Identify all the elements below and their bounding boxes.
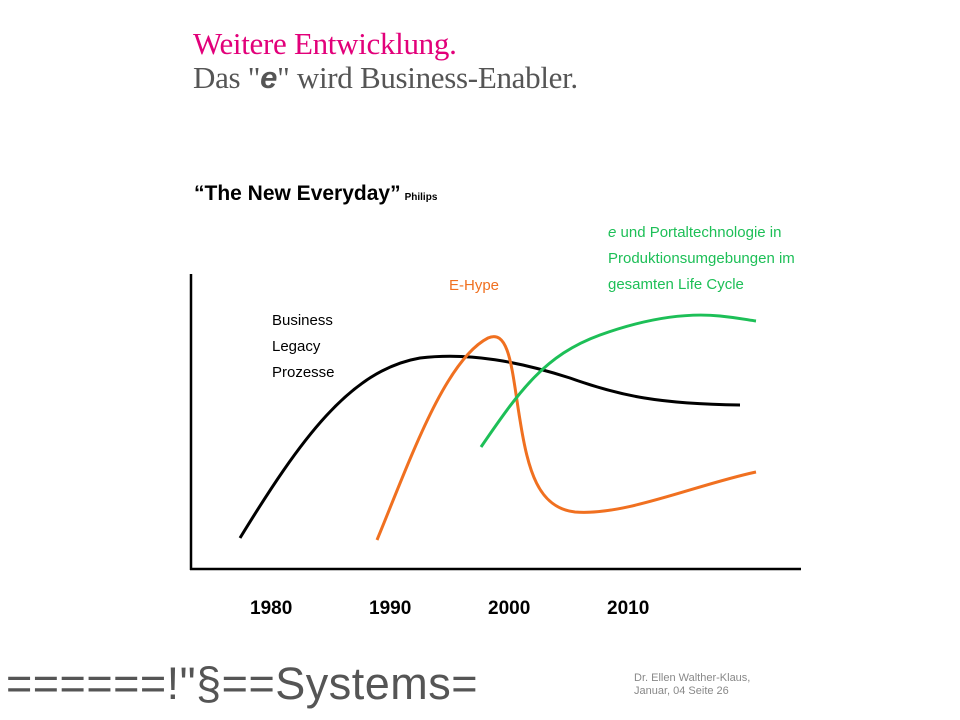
x-tick-label-2000: 2000	[488, 598, 531, 619]
series-label-line: E-Hype	[449, 277, 500, 294]
slide-subtitle: Das "e" wird Business-Enabler.	[193, 60, 578, 96]
footer-info: Dr. Ellen Walther-Klaus, Januar, 04 Seit…	[634, 672, 750, 698]
subtitle-e: e	[260, 60, 278, 95]
quote-heading: “The New Everyday” Philips	[194, 182, 437, 206]
series-label-line: Produktionsumgebungen im	[608, 250, 795, 267]
series-label-e-portaltechnologie: e und Portaltechnologie in Produktionsum…	[608, 220, 795, 298]
series-label-line: Business	[272, 312, 333, 329]
series-label-line: Prozesse	[272, 364, 335, 381]
footer-date-page: Januar, 04 Seite 26	[634, 685, 729, 697]
series-label-e-hype: E-Hype	[449, 273, 499, 299]
series-label-line: gesamten Life Cycle	[608, 276, 744, 293]
footer-author: Dr. Ellen Walther-Klaus,	[634, 672, 751, 684]
subtitle-before: Das "	[193, 60, 261, 95]
company-logo-text: ======!"§==Systems=	[6, 658, 479, 709]
series-label-e: e	[608, 224, 617, 241]
series-line-e-hype	[375, 335, 757, 541]
series-label-business-legacy: Business Legacy Prozesse	[272, 308, 335, 386]
series-line-business-legacy	[238, 354, 741, 539]
series-line-e-portaltechnologie	[479, 313, 757, 448]
quote-text: “The New Everyday”	[194, 182, 401, 205]
series-label-line: Legacy	[272, 338, 321, 355]
quote-source: Philips	[404, 192, 438, 203]
x-tick-label-1980: 1980	[250, 598, 293, 619]
x-tick-label-2010: 2010	[607, 598, 650, 619]
series-label-text: und Portaltechnologie in	[616, 224, 782, 241]
series-label-line: e und Portaltechnologie in	[608, 220, 795, 246]
subtitle-after: " wird Business-Enabler.	[277, 60, 578, 95]
x-tick-label-1990: 1990	[369, 598, 412, 619]
slide-title: Weitere Entwicklung.	[193, 26, 457, 61]
